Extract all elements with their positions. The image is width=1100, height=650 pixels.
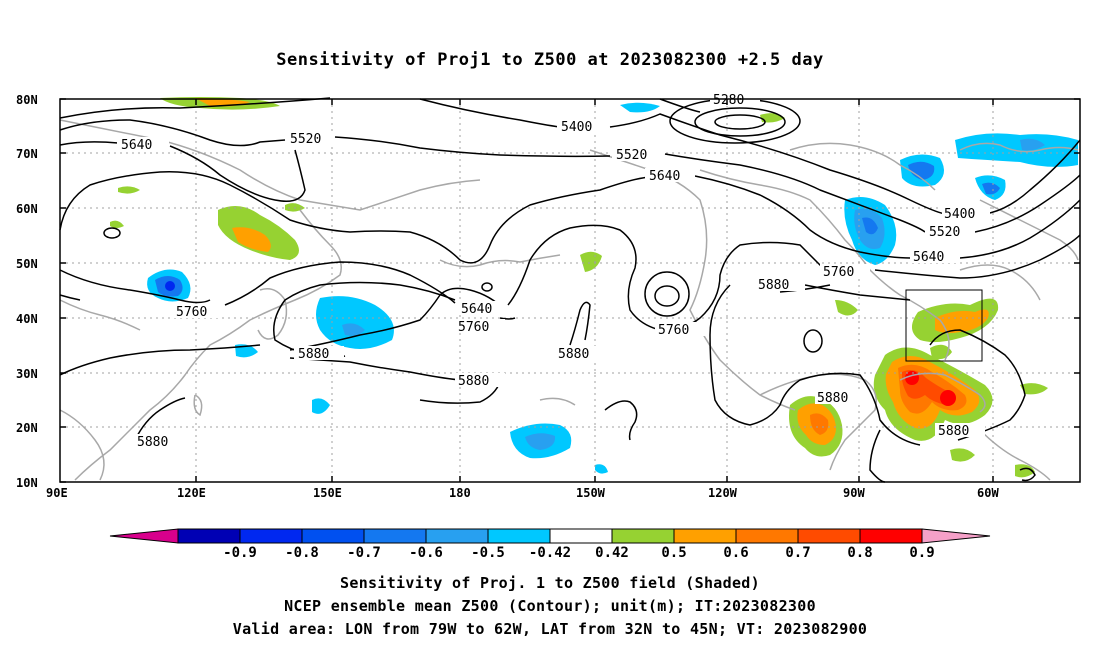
colorbar-bin xyxy=(735,528,799,544)
contour-label-group: 5280 5400 5400 5520 5520 5520 5640 5640 … xyxy=(117,92,990,450)
lat-label: 30N xyxy=(16,367,38,381)
lat-label: 50N xyxy=(16,257,38,271)
colorbar-bin xyxy=(549,528,613,544)
caption-contour: NCEP ensemble mean Z500 (Contour); unit(… xyxy=(284,597,816,615)
colorbar-bin xyxy=(425,528,489,544)
colorbar-tick-label: -0.8 xyxy=(285,545,319,561)
contour-label: 5280 xyxy=(713,93,744,108)
caption-valid-area: Valid area: LON from 79W to 62W, LAT fro… xyxy=(232,620,868,638)
lat-label: 80N xyxy=(16,93,38,107)
colorbar-bin xyxy=(673,528,737,544)
colorbar-tick-label: -0.5 xyxy=(471,545,505,561)
lon-label: 150E xyxy=(313,486,342,500)
verification-region-box xyxy=(905,289,983,362)
lon-label: 90E xyxy=(46,486,68,500)
contour-label: 5520 xyxy=(290,132,321,147)
colorbar-min-triangle xyxy=(109,528,179,544)
sensitivity-shading xyxy=(110,97,1078,478)
contour-label: 5760 xyxy=(823,265,854,280)
colorbar-bin xyxy=(239,528,303,544)
colorbar-max-triangle xyxy=(921,528,991,544)
contour-label: 5640 xyxy=(913,250,944,265)
longitude-axis xyxy=(195,99,994,482)
colorbar-tick-label: 0.5 xyxy=(661,545,686,561)
contour-label: 5640 xyxy=(649,169,680,184)
lon-label: 150W xyxy=(576,486,606,500)
contour-label: 5880 xyxy=(558,347,589,362)
colorbar-bin xyxy=(177,528,241,544)
contour-label: 5760 xyxy=(658,323,689,338)
contour-label: 5640 xyxy=(461,302,492,317)
contour-label: 5880 xyxy=(298,347,329,362)
z500-contours xyxy=(59,97,1081,483)
lat-label: 10N xyxy=(16,476,38,490)
colorbar-tick-label: -0.9 xyxy=(223,545,257,561)
colorbar-tick-label: -0.42 xyxy=(529,545,571,561)
contour-label: 5880 xyxy=(458,374,489,389)
colorbar-tick-label: -0.7 xyxy=(347,545,381,561)
contour-label: 5520 xyxy=(616,148,647,163)
contour-label: 5880 xyxy=(137,435,168,450)
contour-label: 5880 xyxy=(938,424,969,439)
lat-lon-grid xyxy=(60,99,1080,482)
colorbar-bin xyxy=(487,528,551,544)
colorbar-bin xyxy=(859,528,923,544)
colorbar-tick-label: 0.7 xyxy=(785,545,810,561)
latitude-axis xyxy=(60,98,1080,483)
lon-label: 120W xyxy=(708,486,738,500)
lat-label: 70N xyxy=(16,147,38,161)
colorbar-tick-label: 0.8 xyxy=(847,545,872,561)
contour-label: 5760 xyxy=(176,305,207,320)
colorbar-bin xyxy=(363,528,427,544)
contour-label: 5880 xyxy=(817,391,848,406)
contour-label: 5880 xyxy=(758,278,789,293)
colorbar-tick-label: 0.6 xyxy=(723,545,748,561)
colorbar-tick-label: 0.9 xyxy=(909,545,934,561)
colorbar-bin xyxy=(797,528,861,544)
lon-label: 60W xyxy=(977,486,999,500)
colorbar: -0.9 -0.8 -0.7 -0.6 -0.5 -0.42 0.42 0.5 0.6 0.7 0.… xyxy=(109,528,991,561)
contour-label: 5400 xyxy=(561,120,592,135)
lat-label: 20N xyxy=(16,421,38,435)
lon-label: 180 xyxy=(449,486,471,500)
caption-shaded: Sensitivity of Proj. 1 to Z500 field (Sh… xyxy=(340,574,760,592)
contour-label: 5640 xyxy=(121,138,152,153)
contour-label: 5400 xyxy=(944,207,975,222)
contour-label: 5760 xyxy=(458,320,489,335)
lat-label: 40N xyxy=(16,312,38,326)
contour-label: 5520 xyxy=(929,225,960,240)
map-title: Sensitivity of Proj1 to Z500 at 20230823… xyxy=(276,50,824,70)
lat-label: 60N xyxy=(16,202,38,216)
lon-label: 90W xyxy=(843,486,865,500)
colorbar-bin xyxy=(301,528,365,544)
lon-label: 120E xyxy=(177,486,206,500)
colorbar-bin xyxy=(611,528,675,544)
colorbar-tick-label: 0.42 xyxy=(595,545,629,561)
map-frame xyxy=(59,98,1081,483)
colorbar-tick-label: -0.6 xyxy=(409,545,443,561)
